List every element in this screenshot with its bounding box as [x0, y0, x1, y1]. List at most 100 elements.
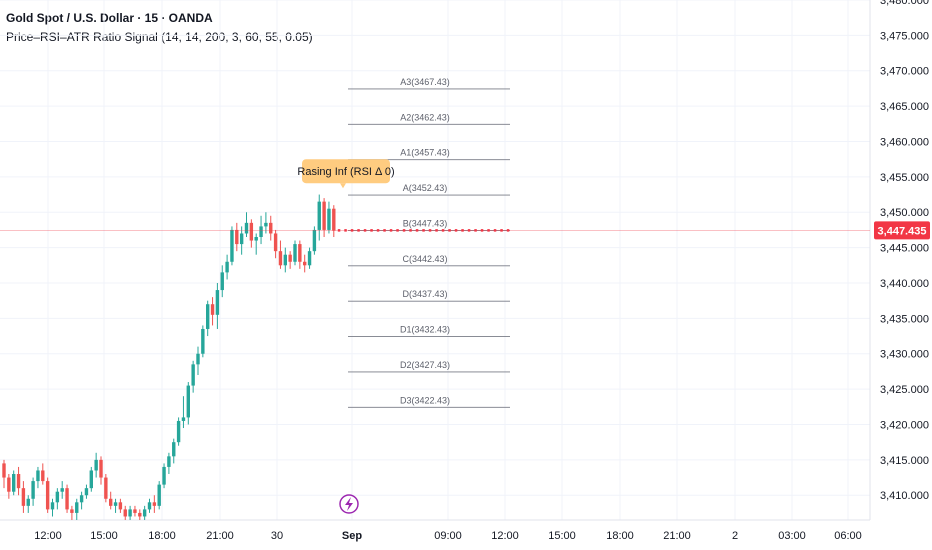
candle-body [79, 495, 84, 503]
candle-body [191, 364, 195, 386]
time-tick-label: 09:00 [434, 530, 462, 542]
candle-body [60, 488, 64, 492]
price-tick-label: 3,430.000 [880, 349, 929, 361]
time-tick-label: 03:00 [778, 530, 806, 542]
candle-body [322, 201, 326, 230]
candle-body [113, 502, 118, 506]
candle-body [2, 463, 6, 478]
candle-body [26, 498, 30, 506]
time-tick-label: 21:00 [663, 530, 691, 542]
indicator-legend[interactable]: Price–RSI–ATR Ratio Signal (14, 14, 200,… [6, 30, 313, 44]
candle-body [109, 498, 113, 506]
candle-body [162, 466, 166, 485]
candle-body [332, 208, 336, 231]
candle-body [307, 251, 312, 266]
price-tick-label: 3,475.000 [880, 30, 929, 42]
candle-body [31, 481, 35, 499]
candle-body [273, 233, 278, 252]
time-tick-label: 12:00 [491, 530, 519, 542]
signal-levels: A3(3467.43) A2(3462.43) A1(3457.43) A(3452.… [348, 77, 510, 408]
candle-body [65, 488, 69, 510]
candle-body [312, 229, 317, 252]
candle-body [128, 509, 132, 517]
time-axis[interactable]: 12:00 15:00 18:00 21:00 30 Sep 09:00 12:00 15:00… [34, 530, 862, 542]
candle-body [50, 502, 55, 510]
candle-body [254, 237, 258, 241]
candle-body [278, 251, 283, 266]
time-tick-label: 12:00 [34, 530, 62, 542]
price-tick-label: 3,465.000 [880, 101, 929, 113]
time-tick-label: 21:00 [206, 530, 234, 542]
last-price-badge [874, 221, 930, 240]
candle-body [244, 222, 249, 234]
level-label-d3: D3(3422.43) [400, 395, 450, 405]
candle-body [269, 222, 273, 234]
candle-body [230, 229, 234, 262]
candle-body [283, 254, 287, 266]
candle-body [210, 304, 215, 315]
candle-body [75, 502, 79, 513]
candle-body [215, 290, 220, 315]
candle-body [303, 261, 307, 266]
candle-body [249, 222, 254, 241]
candle-body [157, 484, 161, 506]
last-price-label: 3,447.435 [878, 225, 927, 237]
candle-body [99, 459, 103, 478]
price-tick-label: 3,410.000 [880, 490, 929, 502]
candle-body [239, 233, 244, 245]
time-tick-label: 30 [271, 530, 283, 542]
candle-body [181, 417, 186, 421]
candle-body [138, 512, 142, 517]
price-tick-label: 3,470.000 [880, 66, 929, 78]
candle-body [21, 488, 26, 506]
level-label-d1: D1(3432.43) [400, 325, 450, 335]
candle-body [172, 442, 176, 457]
time-tick-label: Sep [342, 530, 362, 542]
time-tick-label: 2 [732, 530, 738, 542]
candle-body [36, 470, 40, 482]
price-tick-label: 3,460.000 [880, 136, 929, 148]
price-tick-label: 3,445.000 [880, 243, 929, 255]
annotation-text: Rasing Inf (RSI Δ 0) [297, 166, 394, 178]
candle-body [142, 509, 147, 517]
candle-body [89, 470, 93, 489]
candle-body [45, 481, 50, 510]
candle-body [235, 229, 239, 245]
level-label-a2: A2(3462.43) [400, 112, 450, 122]
lightning-icon[interactable] [345, 497, 353, 511]
candle-body [152, 502, 157, 506]
annotation-pointer [340, 183, 346, 189]
level-label-a1: A1(3457.43) [400, 148, 450, 158]
price-tick-label: 3,415.000 [880, 455, 929, 467]
price-axis[interactable]: 3,410.000 3,415.000 3,420.000 3,425.000 3,43… [874, 0, 930, 502]
candle-body [186, 385, 190, 418]
candle-body [327, 208, 331, 230]
candle-body [176, 420, 181, 443]
candle-body [133, 509, 137, 513]
candle-body [167, 456, 171, 467]
candle-body [118, 502, 123, 510]
price-tick-label: 3,455.000 [880, 172, 929, 184]
candlestick-series [2, 194, 336, 520]
candle-body [16, 474, 21, 489]
event-marker[interactable] [339, 494, 359, 514]
price-tick-label: 3,420.000 [880, 419, 929, 431]
candle-body [55, 491, 60, 503]
candle-body [220, 272, 224, 291]
time-tick-label: 15:00 [548, 530, 576, 542]
signal-annotation[interactable]: Rasing Inf (RSI Δ 0) [297, 159, 395, 189]
candle-body [288, 254, 292, 262]
price-tick-label: 3,450.000 [880, 207, 929, 219]
candle-body [206, 304, 210, 329]
candle-body [41, 470, 45, 482]
symbol-title[interactable]: Gold Spot / U.S. Dollar · 15 · OANDA [6, 11, 213, 25]
price-tick-label: 3,435.000 [880, 313, 929, 325]
level-label-d: D(3437.43) [402, 289, 447, 299]
candle-body [7, 477, 11, 492]
candle-body [293, 244, 297, 262]
level-label-a3: A3(3467.43) [400, 77, 450, 87]
price-tick-label: 3,425.000 [880, 384, 929, 396]
price-tick-label: 3,440.000 [880, 278, 929, 290]
candle-body [298, 244, 302, 262]
